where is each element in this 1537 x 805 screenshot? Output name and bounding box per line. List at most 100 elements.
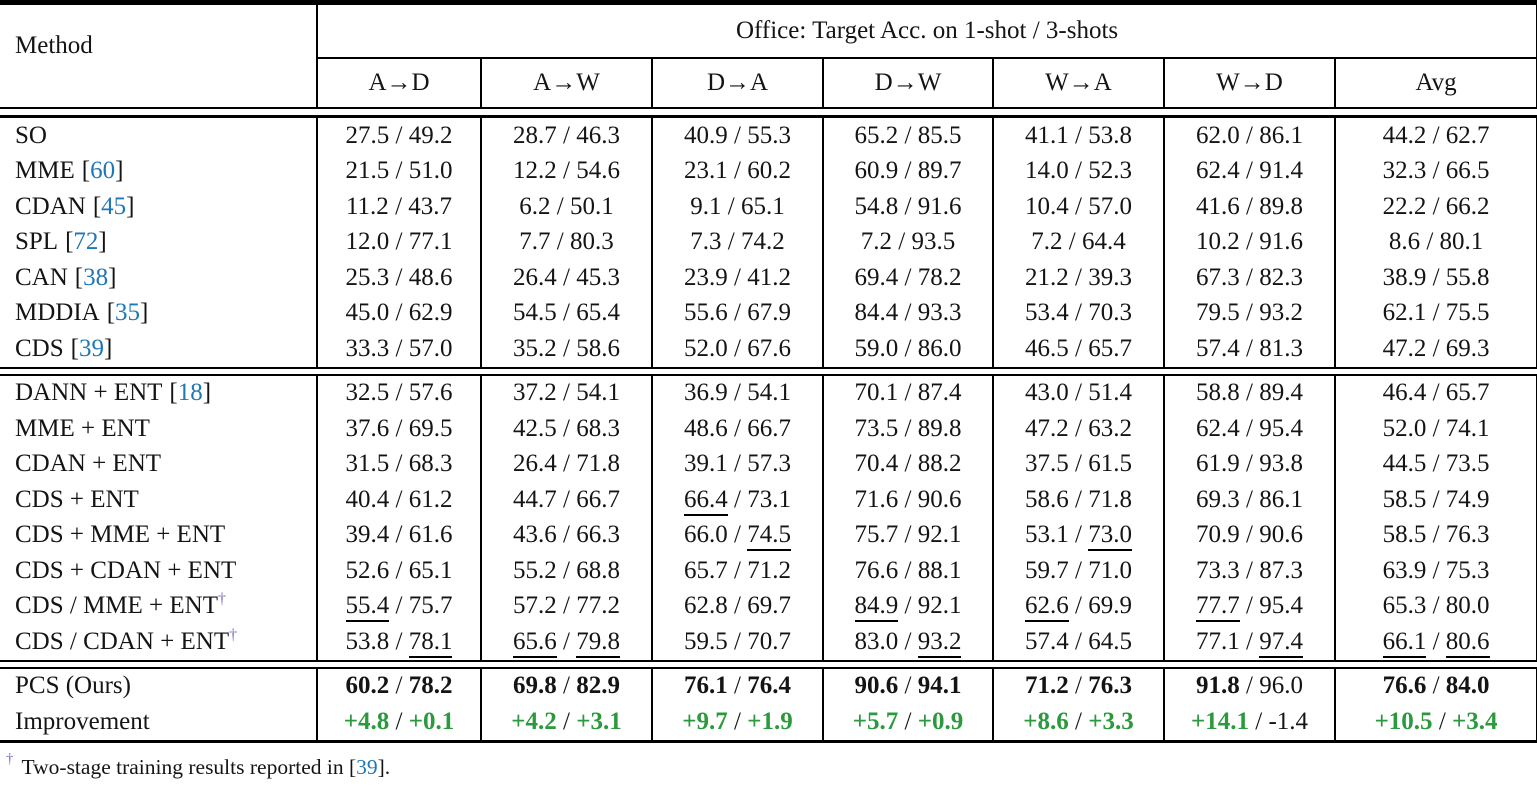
slash-separator: / <box>898 192 918 220</box>
value-3shot: 89.7 <box>917 157 962 185</box>
citation-link[interactable]: [60] <box>81 157 124 185</box>
value-3shot: 61.6 <box>408 521 453 549</box>
citation-link[interactable]: [18] <box>169 379 212 407</box>
value-cell: 8.6 / 80.1 <box>1333 224 1537 260</box>
value-3shot: 67.9 <box>747 299 791 327</box>
value-1shot: 70.9 <box>1196 521 1240 549</box>
citation-link[interactable]: [39] <box>70 334 113 362</box>
value-1shot: 66.4 <box>684 485 728 516</box>
value-3shot: 71.0 <box>1088 556 1132 584</box>
value-cell: 69.4 / 78.2 <box>822 260 993 296</box>
value-cell: 70.4 / 88.2 <box>822 446 993 482</box>
slash-separator: / <box>898 592 918 620</box>
value-1shot: 37.5 <box>1025 450 1069 478</box>
slash-separator: / <box>1239 379 1260 407</box>
value-1shot: 40.9 <box>684 121 728 149</box>
header-row: Method Office: Target Acc. on 1-shot / 3… <box>0 2 1537 59</box>
value-1shot: 21.5 <box>345 157 390 185</box>
citation-number[interactable]: 18 <box>177 379 203 407</box>
value-cell: 26.4 / 71.8 <box>480 446 652 482</box>
value-1shot: 54.5 <box>513 299 557 327</box>
slash-separator: / <box>1068 521 1089 549</box>
slash-separator: / <box>898 334 918 362</box>
citation-number[interactable]: 45 <box>101 192 127 220</box>
value-3shot: 91.4 <box>1259 157 1303 185</box>
slash-separator: / <box>1068 707 1089 735</box>
slash-separator: / <box>550 192 570 220</box>
method-label: CDS + MME + ENT <box>15 521 226 549</box>
value-cell: 47.2 / 69.3 <box>1333 331 1537 368</box>
slash-separator: / <box>1239 592 1260 620</box>
citation-number[interactable]: 38 <box>83 263 109 291</box>
footnote: † Two-stage training results reported in … <box>0 752 1537 780</box>
value-cell: 84.4 / 93.3 <box>822 295 993 331</box>
method-cell: SPL [72] <box>0 225 317 261</box>
value-3shot: 65.4 <box>576 299 620 327</box>
slash-separator: / <box>1426 672 1446 700</box>
value-1shot: +4.2 <box>511 707 557 735</box>
col-header-w-a: W→A <box>992 58 1164 108</box>
value-1shot: 52.0 <box>1382 414 1427 442</box>
citation-link[interactable]: [45] <box>92 192 135 220</box>
value-3shot: 66.7 <box>576 485 620 513</box>
value-3shot: 80.3 <box>569 228 614 256</box>
value-1shot: 84.4 <box>854 299 899 327</box>
slash-separator: / <box>898 521 918 549</box>
value-cell: 71.6 / 90.6 <box>822 482 993 518</box>
slash-separator: / <box>1239 450 1260 478</box>
value-cell: 61.9 / 93.8 <box>1163 446 1335 482</box>
value-3shot: 68.3 <box>576 414 620 442</box>
citation-number[interactable]: 72 <box>73 228 99 256</box>
citation-number[interactable]: 39 <box>78 334 104 362</box>
method-cell: CDS + ENT <box>0 482 317 518</box>
value-1shot: 10.2 <box>1196 228 1240 256</box>
value-3shot: 80.6 <box>1445 627 1490 658</box>
value-cell: 7.2 / 64.4 <box>992 224 1164 260</box>
value-1shot: 47.2 <box>1382 334 1427 362</box>
slash-separator: / <box>1239 485 1260 513</box>
rule-separator <box>0 366 1537 376</box>
value-1shot: 59.5 <box>684 627 728 655</box>
value-cell: 53.1 / 73.0 <box>992 517 1164 553</box>
citation-number[interactable]: 35 <box>115 299 141 327</box>
value-3shot: 66.7 <box>747 414 791 442</box>
value-cell: 66.0 / 74.5 <box>651 517 823 553</box>
col-header-w-d: W→D <box>1163 58 1335 108</box>
dagger-icon: † <box>6 751 14 768</box>
value-1shot: 28.7 <box>513 121 557 149</box>
value-3shot: 96.0 <box>1259 672 1303 700</box>
method-label: PCS (Ours) <box>15 672 131 700</box>
value-3shot: 52.3 <box>1088 157 1132 185</box>
value-1shot: 77.7 <box>1196 592 1240 623</box>
value-3shot: 71.2 <box>747 556 791 584</box>
table-row: CDAN [45] 11.2 / 43.7 6.2 / 50.1 9.1 / 65.1 5… <box>0 189 1537 225</box>
value-3shot: 97.4 <box>1259 627 1303 658</box>
value-3shot: 73.5 <box>1445 450 1490 478</box>
slash-separator: / <box>1426 450 1446 478</box>
value-3shot: 69.5 <box>408 414 453 442</box>
slash-separator: / <box>727 485 748 513</box>
value-cell: 22.2 / 66.2 <box>1333 189 1537 225</box>
citation-number[interactable]: 60 <box>90 157 116 185</box>
value-cell: 43.6 / 66.3 <box>480 517 652 553</box>
value-1shot: 12.2 <box>513 157 557 185</box>
value-3shot: 69.7 <box>747 592 791 620</box>
value-1shot: 62.0 <box>1196 121 1240 149</box>
value-cell: 60.9 / 89.7 <box>822 153 993 189</box>
citation-link[interactable]: 39 <box>356 754 378 779</box>
value-cell: 6.2 / 50.1 <box>480 189 652 225</box>
value-1shot: 71.6 <box>854 485 899 513</box>
value-3shot: 77.2 <box>576 592 620 620</box>
value-3shot: 91.6 <box>917 192 962 220</box>
citation-link[interactable]: [35] <box>106 299 149 327</box>
method-label: DANN + ENT <box>15 379 163 407</box>
value-1shot: 62.4 <box>1196 157 1240 185</box>
value-1shot: 38.9 <box>1382 263 1427 291</box>
slash-separator: / <box>727 450 748 478</box>
citation-link[interactable]: [38] <box>74 263 117 291</box>
col-header-a-d: A→D <box>316 58 481 108</box>
citation-link[interactable]: [72] <box>65 228 107 256</box>
slash-separator: / <box>1068 592 1089 620</box>
slash-separator: / <box>556 414 577 442</box>
